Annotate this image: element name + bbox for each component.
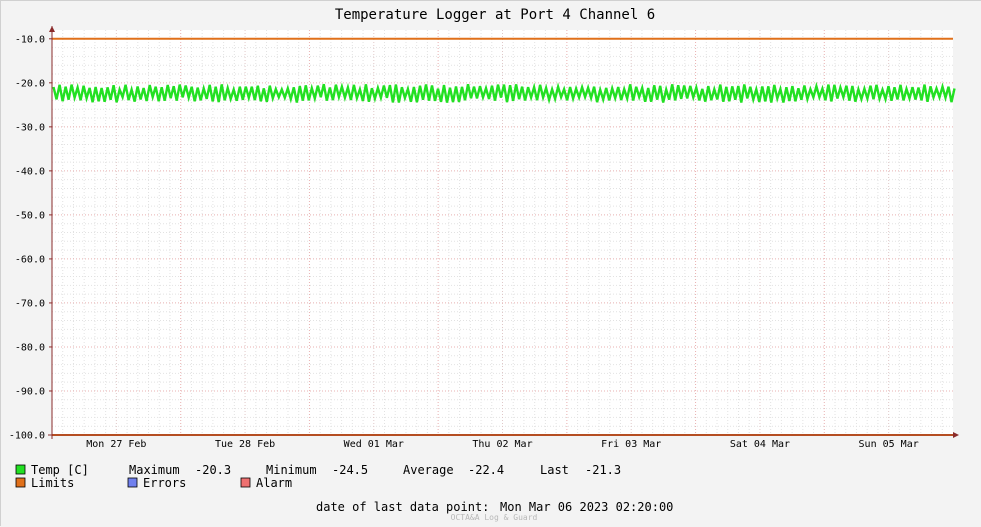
x-tick-label: Sat 04 Mar: [730, 439, 790, 450]
legend: Temp [C] Maximum -20.3 Minimum -24.5 Ave…: [15, 463, 621, 490]
legend-errors-label: Errors: [143, 476, 186, 490]
x-tick-label: Tue 28 Feb: [215, 439, 275, 450]
legend-swatch-errors: [127, 477, 138, 488]
legend-swatch-temp: [15, 464, 26, 475]
legend-swatch-alarm: [240, 477, 251, 488]
legend-maximum-label: Maximum: [129, 463, 180, 477]
series-temp-line: [52, 81, 956, 105]
legend-maximum-value: -20.3: [195, 463, 231, 477]
y-tick-label: -100.0: [9, 431, 45, 442]
legend-limits-label: Limits: [31, 476, 74, 490]
legend-last-label: Last: [540, 463, 569, 477]
x-axis-ticks: Mon 27 Feb Tue 28 Feb Wed 01 Mar Thu 02 Mar…: [86, 439, 919, 450]
legend-average-value: -22.4: [468, 463, 504, 477]
footer-last-point-value: Mon Mar 06 2023 02:20:00: [500, 500, 673, 514]
legend-minimum-label: Minimum: [266, 463, 317, 477]
footer-credit: OCTA&A Log & Guard: [451, 513, 538, 522]
y-tick-label: -50.0: [15, 210, 45, 221]
y-tick-label: -40.0: [15, 166, 45, 177]
x-tick-label: Fri 03 Mar: [601, 439, 661, 450]
y-tick-label: -60.0: [15, 254, 45, 265]
legend-swatch-limits: [15, 477, 26, 488]
legend-average-label: Average: [403, 463, 454, 477]
y-tick-label: -80.0: [15, 342, 45, 353]
x-tick-label: Sun 05 Mar: [859, 439, 919, 450]
x-axis-arrow: [953, 432, 959, 438]
y-tick-label: -10.0: [15, 34, 45, 45]
chart-title: Temperature Logger at Port 4 Channel 6: [335, 7, 655, 23]
footer-last-point-label: date of last data point:: [316, 500, 489, 514]
y-tick-label: -20.0: [15, 78, 45, 89]
grid-major: [52, 30, 953, 436]
x-tick-label: Wed 01 Mar: [344, 439, 404, 450]
legend-temp-label: Temp [C]: [31, 463, 89, 477]
legend-last-value: -21.3: [585, 463, 621, 477]
y-axis-ticks: -10.0 -20.0 -30.0 -40.0 -50.0 -60.0 -70.0 -80.0…: [9, 34, 52, 442]
y-tick-label: -30.0: [15, 122, 45, 133]
y-tick-label: -90.0: [15, 386, 45, 397]
x-tick-label: Thu 02 Mar: [472, 439, 532, 450]
y-tick-label: -70.0: [15, 298, 45, 309]
x-tick-label: Mon 27 Feb: [86, 439, 146, 450]
y-axis-arrow: [49, 26, 55, 32]
legend-alarm-label: Alarm: [256, 476, 292, 490]
legend-minimum-value: -24.5: [332, 463, 368, 477]
